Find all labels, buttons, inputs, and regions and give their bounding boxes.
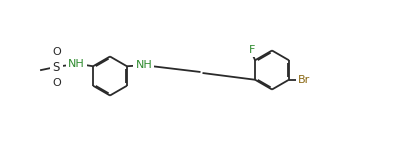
- Text: S: S: [52, 61, 60, 74]
- Text: O: O: [53, 78, 61, 88]
- Text: F: F: [249, 45, 255, 55]
- Text: Br: Br: [298, 75, 310, 85]
- Text: O: O: [53, 47, 61, 57]
- Text: NH: NH: [135, 60, 152, 70]
- Text: NH: NH: [68, 59, 84, 69]
